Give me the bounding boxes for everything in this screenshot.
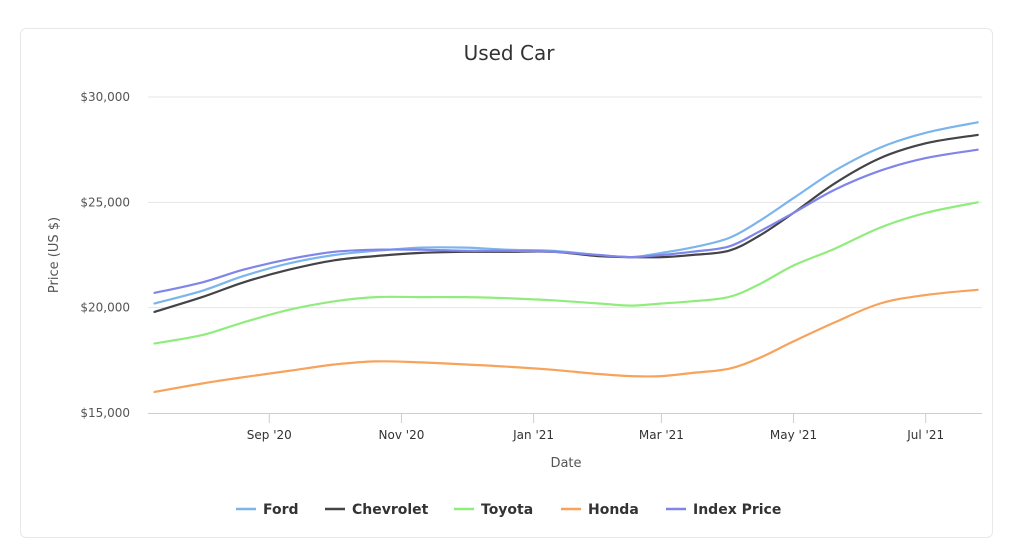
series-line-chevrolet[interactable] <box>153 133 979 313</box>
x-tick-label: Jul '21 <box>906 428 944 442</box>
legend-label: Ford <box>263 502 299 518</box>
legend-label: Toyota <box>481 502 533 518</box>
y-tick-label: $30,000 <box>80 90 130 104</box>
y-axis-title: Price (US $) <box>47 217 62 293</box>
x-tick-label: Jan '21 <box>512 428 554 442</box>
legend-item-honda[interactable]: Honda <box>561 502 639 518</box>
chart-card <box>20 28 993 538</box>
legend-label: Honda <box>588 502 639 518</box>
y-tick-label: $15,000 <box>80 406 130 420</box>
legend: Ford Chevrolet Toyota Honda Index Price <box>236 502 781 518</box>
series-line-honda[interactable] <box>153 288 979 393</box>
x-axis-title: Date <box>550 456 581 471</box>
series-line-index-price[interactable] <box>153 148 979 294</box>
axes: $15,000 $20,000 $25,000 $30,000 Sep '20 Nov '… <box>80 90 982 442</box>
grid-lines <box>148 96 982 309</box>
legend-item-toyota[interactable]: Toyota <box>454 502 533 518</box>
y-tick-label: $20,000 <box>80 301 130 315</box>
legend-label: Index Price <box>693 502 781 518</box>
legend-label: Chevrolet <box>352 502 429 518</box>
x-tick-label: May '21 <box>770 428 817 442</box>
x-tick-label: Sep '20 <box>247 428 292 442</box>
series-lines <box>153 121 979 393</box>
series-line-toyota[interactable] <box>153 201 979 345</box>
x-tick-label: Mar '21 <box>639 428 684 442</box>
chart-title: Used Car <box>464 41 556 65</box>
y-tick-label: $25,000 <box>80 195 130 209</box>
legend-item-chevrolet[interactable]: Chevrolet <box>325 502 429 518</box>
legend-item-ford[interactable]: Ford <box>236 502 299 518</box>
series-line-ford[interactable] <box>153 121 979 305</box>
x-tick-label: Nov '20 <box>379 428 425 442</box>
legend-item-index-price[interactable]: Index Price <box>666 502 781 518</box>
